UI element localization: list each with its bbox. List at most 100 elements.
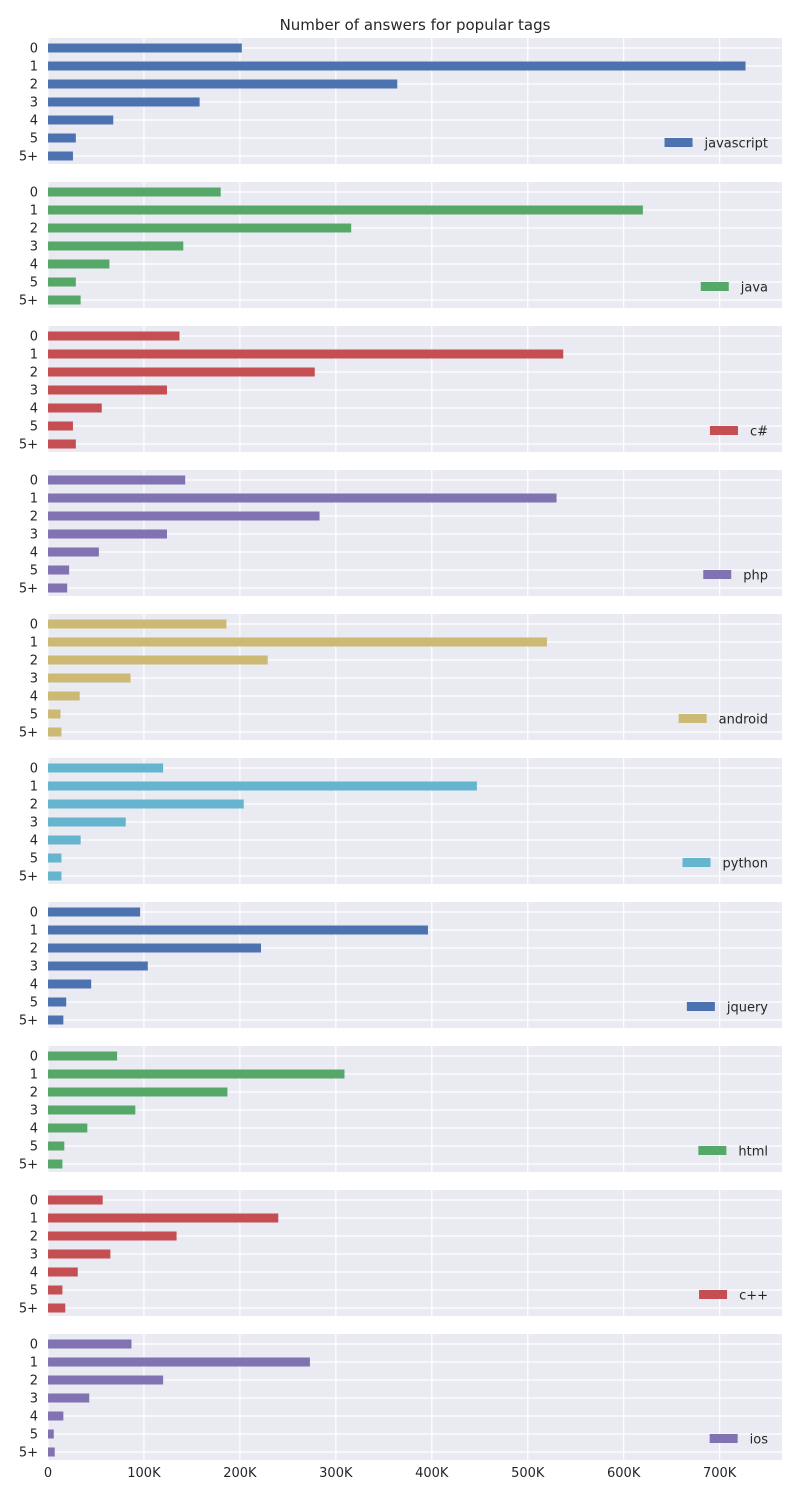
bar	[48, 97, 200, 107]
bar	[48, 997, 67, 1007]
panel-jquery: 0 1 2 3 4 5 5+ jquery	[19, 902, 782, 1029]
category-tick-label: 0	[30, 42, 38, 57]
category-tick-label: 2	[30, 366, 38, 381]
legend-label: c++	[739, 1289, 768, 1304]
bar	[48, 853, 62, 863]
category-tick-label: 0	[30, 1338, 38, 1353]
bar	[48, 907, 141, 917]
legend: jquery	[686, 1001, 768, 1016]
panel-python: 0 1 2 3 4 5 5+ python	[19, 758, 782, 885]
panel-c#: 0 1 2 3 4 5 5+ c#	[19, 326, 782, 453]
category-tick-label: 5+	[19, 1014, 38, 1029]
category-tick-label: 3	[30, 1392, 38, 1407]
legend-swatch	[698, 1146, 727, 1155]
x-axis: 0 100K 200K 300K 400K 500K 600K 700K	[44, 1466, 737, 1481]
category-tick-label: 3	[30, 96, 38, 111]
bar	[48, 367, 315, 377]
category-tick-label: 3	[30, 1248, 38, 1263]
bar	[48, 1123, 88, 1133]
bar	[48, 349, 564, 359]
category-tick-label: 5+	[19, 726, 38, 741]
category-tick-label: 1	[30, 1356, 38, 1371]
bar	[48, 1141, 65, 1151]
legend: c++	[699, 1289, 768, 1304]
bar	[48, 331, 180, 341]
category-tick-label: 5	[30, 132, 38, 147]
x-tick-label: 300K	[319, 1466, 353, 1481]
bar	[48, 817, 126, 827]
bar	[48, 727, 62, 737]
bar	[48, 835, 81, 845]
legend-label: php	[743, 569, 768, 584]
bar	[48, 1159, 63, 1169]
category-tick-label: 1	[30, 924, 38, 939]
legend-label: android	[719, 713, 768, 728]
panel-javascript: 0 1 2 3 4 5 5+ javascript	[19, 38, 782, 165]
category-tick-label: 4	[30, 258, 38, 273]
category-tick-label: 4	[30, 834, 38, 849]
category-tick-label: 3	[30, 960, 38, 975]
legend-label: c#	[750, 425, 768, 440]
legend-swatch	[709, 1434, 738, 1443]
panel-c++: 0 1 2 3 4 5 5+ c++	[19, 1190, 782, 1317]
category-tick-label: 1	[30, 780, 38, 795]
bar	[48, 1375, 164, 1385]
bar	[48, 439, 76, 449]
category-tick-label: 3	[30, 1104, 38, 1119]
category-tick-label: 5+	[19, 870, 38, 885]
category-tick-label: 0	[30, 1194, 38, 1209]
bar	[48, 763, 164, 773]
bar	[48, 529, 167, 539]
category-tick-label: 0	[30, 330, 38, 345]
x-tick-label: 0	[44, 1466, 52, 1481]
category-tick-label: 0	[30, 618, 38, 633]
bar	[48, 1195, 103, 1205]
category-tick-label: 2	[30, 1374, 38, 1389]
legend: android	[678, 713, 768, 728]
category-tick-label: 1	[30, 492, 38, 507]
bar	[48, 61, 746, 71]
category-tick-label: 5+	[19, 1158, 38, 1173]
bar	[48, 241, 184, 251]
bar	[48, 925, 428, 935]
category-tick-label: 2	[30, 510, 38, 525]
category-tick-label: 5	[30, 1284, 38, 1299]
panel-background	[48, 614, 782, 740]
category-tick-label: 5	[30, 996, 38, 1011]
bar	[48, 1015, 64, 1025]
category-tick-label: 2	[30, 942, 38, 957]
bar	[48, 403, 102, 413]
legend: ios	[709, 1433, 768, 1448]
category-tick-label: 5	[30, 708, 38, 723]
bar	[48, 547, 99, 557]
x-tick-label: 600K	[607, 1466, 641, 1481]
legend-swatch	[700, 282, 729, 291]
bar	[48, 871, 62, 881]
legend-label: java	[740, 281, 768, 296]
x-tick-label: 700K	[703, 1466, 737, 1481]
category-tick-label: 4	[30, 690, 38, 705]
panel-ios: 0 1 2 3 4 5 5+ ios	[19, 1334, 782, 1461]
bar	[48, 655, 268, 665]
panel-android: 0 1 2 3 4 5 5+ android	[19, 614, 782, 741]
category-tick-label: 2	[30, 1230, 38, 1245]
bar	[48, 493, 557, 503]
legend-swatch	[703, 570, 732, 579]
category-tick-label: 5+	[19, 582, 38, 597]
category-tick-label: 1	[30, 1212, 38, 1227]
category-tick-label: 4	[30, 1410, 38, 1425]
legend: c#	[709, 425, 768, 440]
x-tick-label: 400K	[415, 1466, 449, 1481]
category-tick-label: 0	[30, 762, 38, 777]
panel-background	[48, 1046, 782, 1172]
chart-title: Number of answers for popular tags	[280, 16, 551, 34]
bar	[48, 979, 92, 989]
legend: javascript	[664, 137, 768, 152]
legend-label: python	[723, 857, 768, 872]
bar	[48, 799, 244, 809]
category-tick-label: 5+	[19, 1302, 38, 1317]
x-tick-label: 500K	[511, 1466, 545, 1481]
category-tick-label: 3	[30, 816, 38, 831]
bar	[48, 115, 114, 125]
bar	[48, 781, 477, 791]
